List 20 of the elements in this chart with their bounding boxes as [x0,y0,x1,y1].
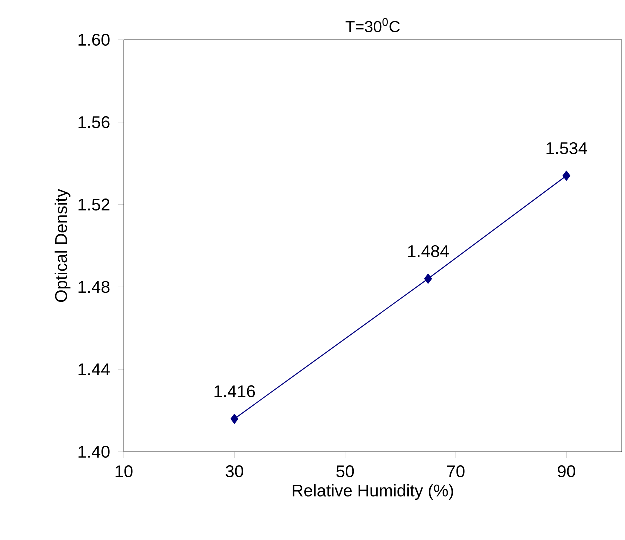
x-tick-label: 10 [116,466,133,478]
x-axis-title: Relative Humidity (%) [292,484,454,500]
point [424,274,432,284]
y-tick-label: 1.48 [78,281,110,294]
data-label: 1.484 [408,245,450,258]
chart-title: T=30$^{0}$C [346,18,400,32]
data-label: 1.534 [546,142,588,154]
y-tick-label: 1.56 [78,116,110,128]
x-tick-label: 50 [336,466,354,478]
y-tick-label: 1.44 [78,364,110,376]
x-tick-label: 90 [558,466,576,478]
x-tick-label: 70 [447,466,465,478]
y-tick-label: 1.60 [78,34,110,46]
x-tick-label: 30 [226,466,244,478]
data-label: 1.416 [214,386,256,398]
y-tick-label: 1.40 [78,446,110,458]
point [230,414,239,424]
point [562,170,571,181]
y-tick-label: 1.52 [78,198,110,211]
y-axis-title: Optical Density [54,189,71,302]
